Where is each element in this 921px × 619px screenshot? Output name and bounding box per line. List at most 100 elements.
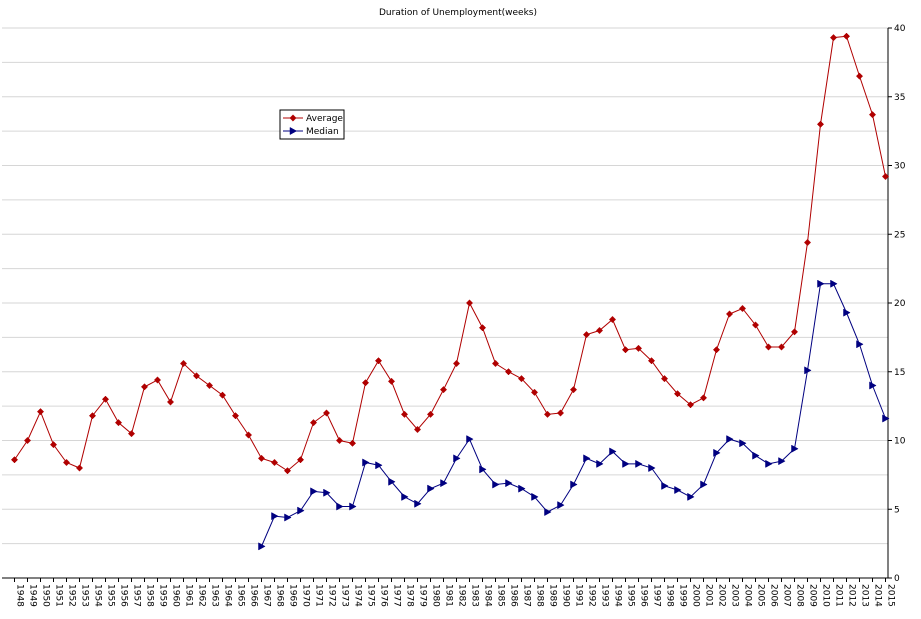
data-point [465,299,474,307]
data-point [414,499,422,508]
y-tick-label: 35 [894,93,905,103]
x-tick-label: 1984 [483,584,493,607]
data-point [36,408,45,416]
data-point [712,346,721,354]
x-tick-label: 1989 [548,584,558,607]
data-point [49,441,58,449]
data-point [452,359,461,368]
data-point [764,343,773,351]
data-point [777,343,786,351]
y-tick-label: 0 [894,574,900,584]
data-point [856,340,864,349]
x-tick-label: 2014 [873,584,883,607]
x-tick-label: 1978 [405,584,415,607]
x-tick-label: 2002 [717,584,727,607]
data-point [504,368,513,376]
x-tick-label: 1988 [535,584,545,607]
x-tick-label: 1979 [418,584,428,607]
data-point [791,444,799,453]
x-tick-label: 1949 [28,584,38,607]
data-point [413,425,422,434]
x-tick-label: 1952 [67,584,77,607]
data-point [830,279,838,288]
x-tick-label: 2009 [808,584,818,607]
x-tick-label: 1965 [236,584,246,607]
data-point [778,457,786,466]
data-point [270,458,279,467]
data-point [10,456,19,464]
gridlines [2,27,888,579]
legend-swatch-marker [289,114,297,122]
x-tick-label: 1968 [275,584,285,607]
x-tick-label: 1996 [639,584,649,607]
data-point [570,480,578,489]
x-tick-label: 1987 [522,584,532,607]
x-tick-label: 1951 [54,584,64,607]
data-point [621,346,630,354]
data-point [544,507,552,517]
chart-title: Duration of Unemployment(weeks) [379,8,537,18]
x-tick-label: 1960 [171,584,181,607]
data-point [192,372,201,380]
legend-label: Average [306,114,343,124]
data-point [803,238,812,247]
data-point [114,419,123,427]
data-point [75,464,84,472]
x-tick-label: 1956 [119,584,129,607]
x-tick-label: 1992 [587,584,597,607]
data-point [322,409,331,417]
data-point [738,304,747,313]
data-point [361,379,370,387]
x-tick-label: 1991 [574,584,584,607]
x-tick-label: 1995 [626,584,636,607]
data-point [726,435,734,444]
data-point [556,409,565,417]
x-tick-label: 2011 [834,584,844,607]
data-point [505,479,513,488]
data-point [166,398,175,406]
x-tick-label: 1980 [431,584,441,607]
y-tick-label: 40 [894,24,906,34]
data-point [179,359,188,368]
y-tick-label: 30 [894,162,906,172]
data-point [595,326,604,335]
x-tick-label: 2004 [743,584,753,607]
data-point [426,410,435,418]
data-point [439,386,448,394]
data-point [310,487,318,496]
data-point [271,512,279,521]
data-point [218,391,227,399]
y-tick-label: 15 [894,368,905,378]
data-point [868,111,877,119]
data-point [62,458,71,467]
y-tick-label: 5 [894,505,900,515]
data-point [739,439,747,448]
data-point [635,459,643,468]
data-point [855,72,864,80]
x-tick-label: 1974 [353,584,363,607]
data-point [296,456,305,464]
x-tick-label: 1982 [457,584,467,607]
data-point [323,488,331,497]
x-tick-label: 1964 [223,584,233,607]
data-point [453,454,461,463]
data-point [374,357,383,365]
data-point [388,477,396,486]
x-tick-label: 1971 [314,584,324,607]
data-point [609,447,617,456]
x-tick-label: 1966 [249,584,259,607]
data-point [531,492,539,501]
data-point [869,381,877,390]
data-point [362,458,370,467]
x-tick-label: 1967 [262,584,272,607]
data-point [647,357,656,365]
data-point [400,410,409,418]
data-point [674,485,682,495]
data-point [829,34,838,42]
series-layer [10,32,890,551]
data-point [569,386,578,394]
y-axis-tick-labels: 0 5 10 15 20 25 30 35 40 [894,24,906,584]
data-point [622,459,630,468]
x-tick-label: 1953 [80,584,90,607]
data-point [335,436,344,445]
